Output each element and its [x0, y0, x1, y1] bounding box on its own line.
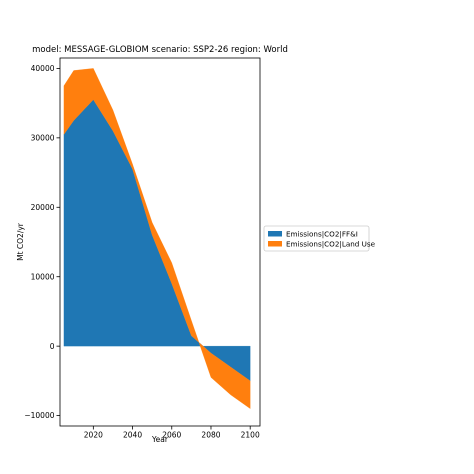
- y-axis: −10000 0 10000 20000 30000 40000: [24, 64, 60, 420]
- areas-layer: [63, 68, 251, 409]
- x-tick-label: 2020: [84, 431, 103, 440]
- y-tick-label: 10000: [31, 272, 55, 281]
- legend-swatch: [268, 241, 282, 247]
- legend-label: Emissions|CO2|Land Use: [286, 239, 376, 248]
- y-tick-label: 40000: [31, 64, 55, 73]
- x-tick-label: 2060: [162, 431, 181, 440]
- y-tick-label: −10000: [24, 411, 54, 420]
- area-series-1: [63, 68, 251, 409]
- y-axis-label: Mt CO2/yr: [16, 222, 25, 261]
- plot-frame: [59, 57, 261, 427]
- x-axis: 2020 2040 2060 2080 2100: [84, 426, 260, 440]
- y-tick-label: 20000: [31, 203, 55, 212]
- x-axis-label: Year: [151, 435, 169, 444]
- x-tick-label: 2100: [241, 431, 260, 440]
- x-tick-label: 2040: [123, 431, 142, 440]
- legend-box: [263, 225, 370, 252]
- legend-swatch: [268, 231, 282, 237]
- y-tick-label: 30000: [31, 133, 55, 142]
- x-tick-label: 2080: [201, 431, 220, 440]
- legend-label: Emissions|CO2|FF&I: [286, 229, 358, 238]
- chart-title: model: MESSAGE-GLOBIOM scenario: SSP2-26…: [32, 45, 288, 55]
- y-tick-label: 0: [50, 342, 55, 351]
